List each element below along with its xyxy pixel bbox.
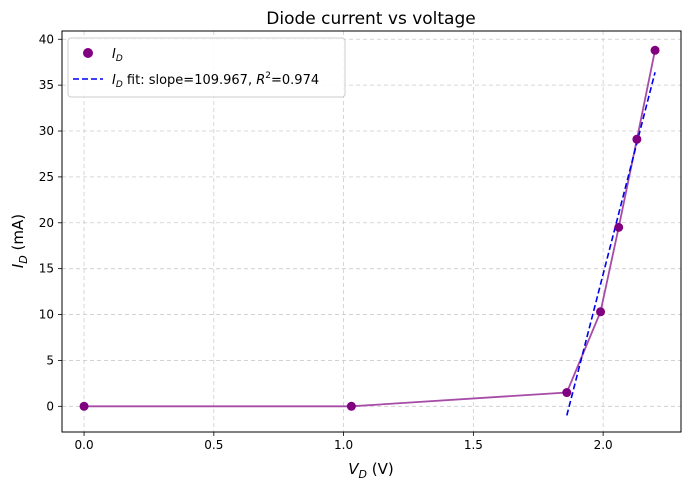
y-tick-label: 40 — [39, 32, 54, 46]
x-axis-label-var: V — [348, 460, 360, 478]
legend-frame — [67, 37, 346, 98]
legend-label-id: ID — [112, 47, 123, 64]
x-tick-label: 1.0 — [334, 438, 353, 452]
x-axis-label-unit: (V) — [367, 460, 394, 478]
legend-label-fit-r2-sup: 2 — [265, 71, 271, 81]
series-id-line — [84, 50, 656, 408]
legend-label-id-sub: D — [116, 54, 123, 64]
y-tick-label: 25 — [39, 170, 54, 184]
series-id-point — [596, 307, 606, 317]
legend-label-fit-sub: D — [116, 80, 123, 90]
series-id-point — [79, 401, 89, 411]
legend-label-id-var: I — [112, 47, 116, 62]
series-id-point — [650, 45, 660, 55]
y-axis-label-unit: (mA) — [9, 214, 27, 255]
y-axis-label-sub: D — [17, 255, 30, 263]
axis-ticks: 0.0 0.5 1.0 1.5 2.0 0 5 10 15 20 25 30 35 40 — [39, 32, 613, 452]
series-id-point — [614, 222, 624, 232]
series-id-point — [562, 388, 572, 398]
x-tick-label: 1.5 — [464, 438, 483, 452]
series-id-point — [632, 134, 642, 144]
legend-label-fit: ID fit: slope=109.967, R2=0.974 — [112, 71, 319, 90]
y-tick-label: 30 — [39, 124, 54, 138]
legend-label-fit-text: fit: slope=109.967, — [123, 73, 256, 88]
y-axis-label-var: I — [9, 263, 27, 268]
x-tick-label: 0.0 — [75, 438, 94, 452]
axes-frame — [61, 30, 682, 433]
legend-label-fit-var: I — [112, 73, 116, 88]
chart-title: Diode current vs voltage — [266, 9, 475, 29]
x-tick-label: 0.5 — [204, 438, 223, 452]
legend-label-fit-r2-val: =0.974 — [271, 73, 319, 88]
x-axis-label: VD (V) — [348, 460, 393, 481]
y-tick-label: 20 — [39, 216, 54, 230]
plot-area — [79, 45, 660, 416]
x-axis-label-sub: D — [359, 468, 367, 481]
legend-label-fit-r2-var: R — [256, 73, 265, 88]
y-tick-label: 5 — [46, 353, 54, 367]
y-axis-label: ID (mA) — [9, 214, 30, 268]
y-tick-label: 15 — [39, 262, 54, 276]
x-tick-label: 2.0 — [594, 438, 613, 452]
legend-marker-id — [83, 48, 93, 58]
y-tick-label: 35 — [39, 78, 54, 92]
y-tick-label: 10 — [39, 308, 54, 322]
legend: ID ID fit: slope=109.967, R2=0.974 — [67, 37, 346, 98]
grid-lines — [62, 31, 681, 432]
series-id-point — [346, 401, 356, 411]
y-tick-label: 0 — [46, 399, 54, 413]
series-fit-line — [566, 72, 656, 416]
